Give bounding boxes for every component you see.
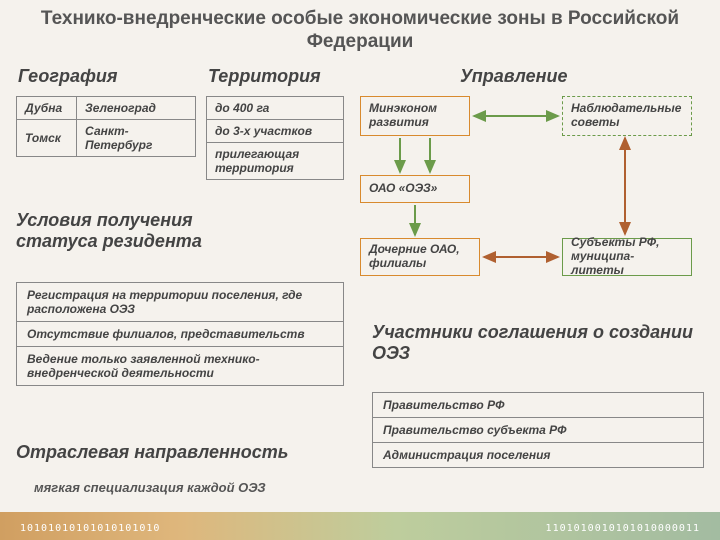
table-row: Дубна Зеленоград [17,97,196,120]
header-management: Управление [460,66,567,87]
participant-row: Правительство РФ [372,392,704,417]
box-doch: Дочерние ОАО, филиалы [360,238,480,276]
footer-digits-left: 10101010101010101010 [20,523,160,534]
territory-table: до 400 га до 3-х участков прилегающая те… [206,96,344,180]
geo-cell: Санкт-Петербург [77,120,196,157]
header-geography: География [18,66,118,87]
page-title: Технико-внедренческие особые экономическ… [0,0,720,60]
table-row: до 400 га [207,97,344,120]
header-conditions: Условия получения статуса резидента [16,210,276,251]
table-row: Томск Санкт-Петербург [17,120,196,157]
box-subj: Субъекты РФ, муниципа-литеты [562,238,692,276]
header-territory: Территория [208,66,321,87]
participant-row: Администрация поселения [372,442,704,468]
geo-cell: Томск [17,120,77,157]
participants-list: Правительство РФ Правительство субъекта … [372,392,704,468]
geo-cell: Дубна [17,97,77,120]
box-nabl: Наблюдательные советы [562,96,692,136]
condition-row: Отсутствие филиалов, представительств [16,321,344,346]
territory-cell: прилегающая территория [207,143,344,180]
box-oao: ОАО «ОЭЗ» [360,175,470,203]
box-minekonom: Минэконом развития [360,96,470,136]
condition-row: Регистрация на территории поселения, где… [16,282,344,321]
geo-cell: Зеленоград [77,97,196,120]
geography-table: Дубна Зеленоград Томск Санкт-Петербург [16,96,196,157]
condition-row: Ведение только заявленной технико-внедре… [16,346,344,386]
sector-note: мягкая специализация каждой ОЭЗ [34,480,266,495]
table-row: до 3-х участков [207,120,344,143]
header-participants: Участники соглашения о создании ОЭЗ [372,322,702,363]
territory-cell: до 3-х участков [207,120,344,143]
territory-cell: до 400 га [207,97,344,120]
footer-digits-right: 1101010010101010000011 [546,523,700,534]
header-sector: Отраслевая направленность [16,442,288,463]
conditions-list: Регистрация на территории поселения, где… [16,282,344,386]
table-row: прилегающая территория [207,143,344,180]
participant-row: Правительство субъекта РФ [372,417,704,442]
